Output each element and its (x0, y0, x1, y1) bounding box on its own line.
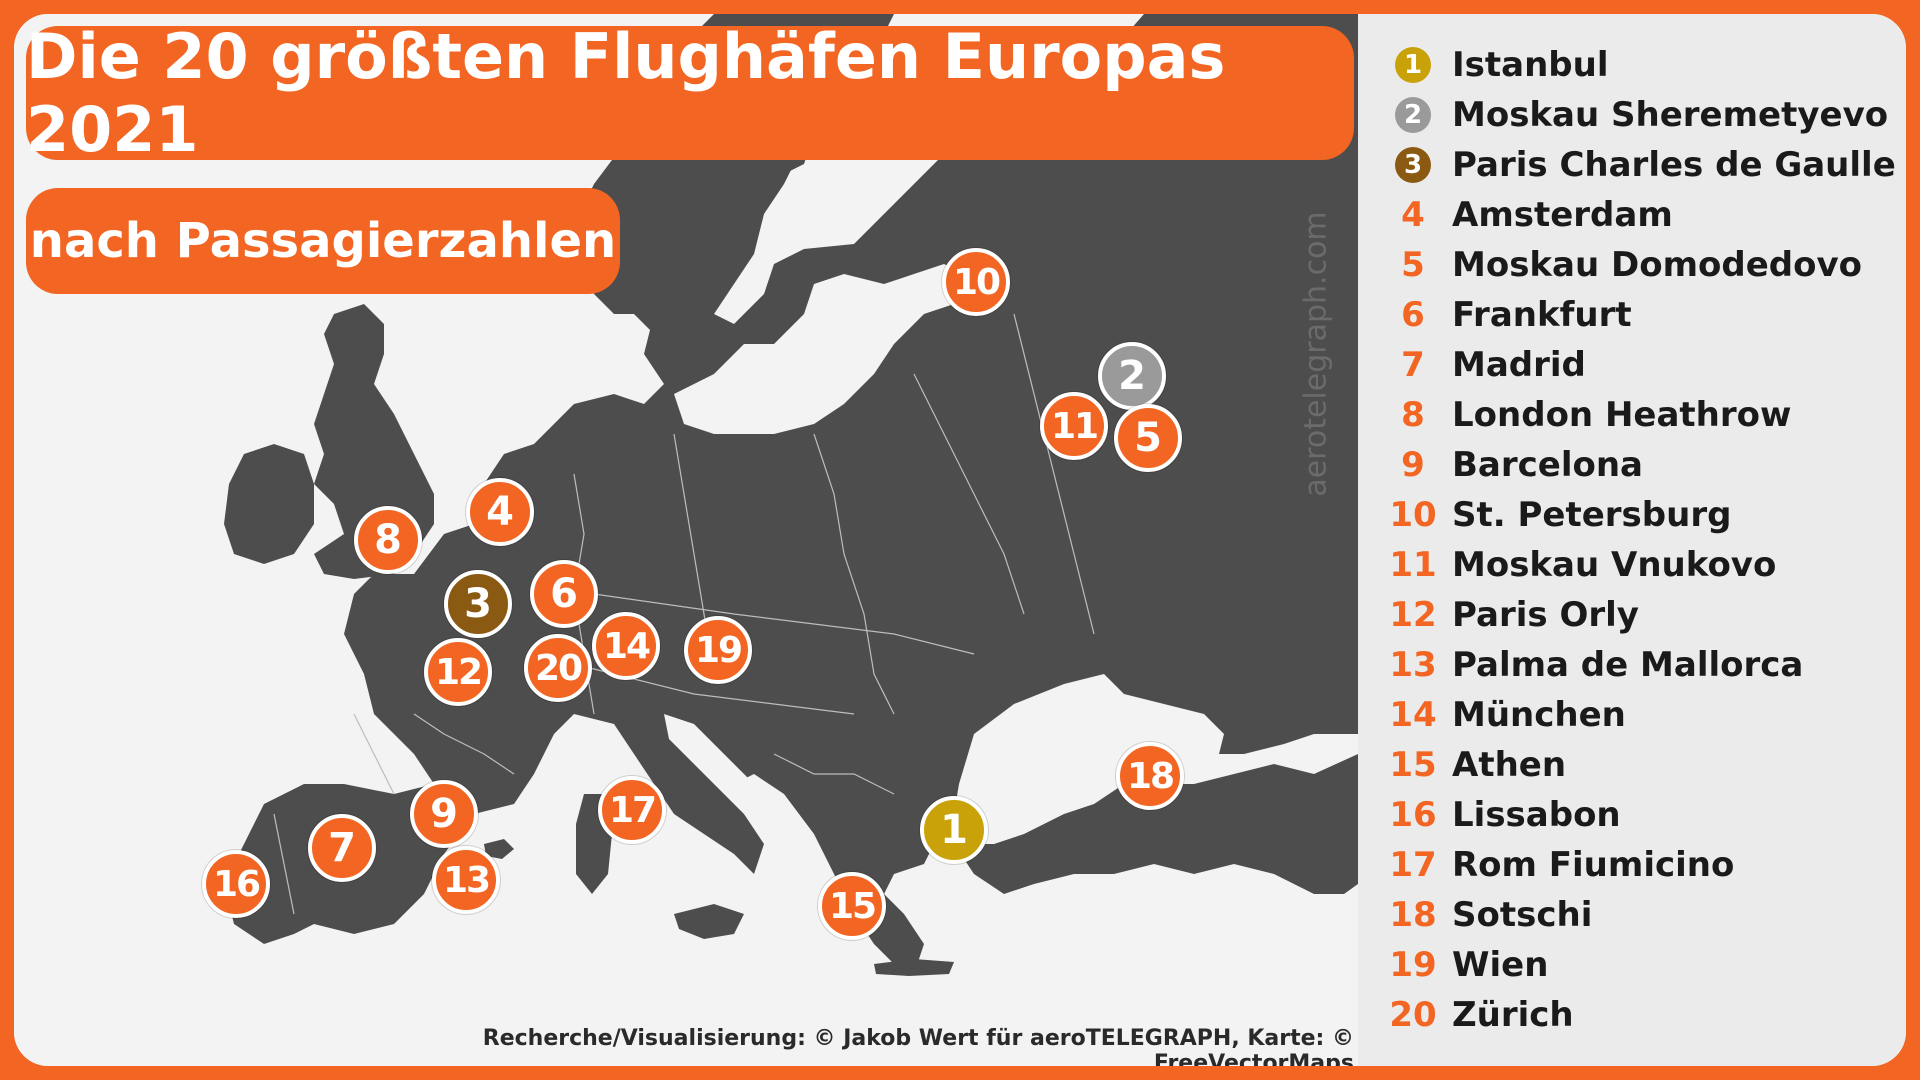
airport-marker-4: 4 (466, 478, 534, 546)
map-panel: Die 20 größten Flughäfen Europas 2021 na… (14, 14, 1358, 1066)
legend-rank: 14 (1389, 695, 1437, 735)
legend-rank: 13 (1389, 645, 1437, 685)
legend-rank: 15 (1389, 745, 1437, 785)
airport-marker-8: 8 (354, 506, 422, 574)
legend-rank: 10 (1389, 495, 1437, 535)
airport-marker-3: 3 (444, 570, 512, 638)
legend-rank: 11 (1389, 545, 1437, 585)
legend-rank: 6 (1401, 295, 1425, 335)
legend-item-11: 11 Moskau Vnukovo (1384, 542, 1776, 588)
legend-airport-name: Moskau Sheremetyevo (1452, 95, 1889, 135)
airport-marker-14: 14 (592, 612, 660, 680)
legend-airport-name: Lissabon (1452, 795, 1621, 835)
mallorca-land (484, 839, 514, 859)
legend-airport-name: Amsterdam (1452, 195, 1673, 235)
legend-airport-name: Paris Orly (1452, 595, 1639, 635)
legend-airport-name: Istanbul (1452, 45, 1609, 85)
airport-marker-16: 16 (202, 850, 270, 918)
legend-item-5: 5 Moskau Domodedovo (1384, 242, 1862, 288)
legend-item-2: 2 Moskau Sheremetyevo (1384, 92, 1888, 138)
legend-item-14: 14 München (1384, 692, 1626, 738)
legend-rank: 3 (1384, 147, 1442, 183)
legend-rank: 19 (1389, 945, 1437, 985)
europe-map (224, 14, 1358, 976)
legend-rank: 18 (1389, 895, 1437, 935)
airport-marker-18: 18 (1116, 742, 1184, 810)
legend-airport-name: Paris Charles de Gaulle (1452, 145, 1896, 185)
legend-item-4: 4 Amsterdam (1384, 192, 1673, 238)
legend-item-18: 18 Sotschi (1384, 892, 1592, 938)
continent-land (224, 14, 1358, 974)
baltic-sea (674, 264, 974, 434)
legend-panel: 1 Istanbul 2 Moskau Sheremetyevo 3 Paris Char… (1358, 14, 1906, 1066)
legend-item-17: 17 Rom Fiumicino (1384, 842, 1734, 888)
legend-airport-name: Frankfurt (1452, 295, 1632, 335)
airport-marker-17: 17 (598, 776, 666, 844)
legend-item-19: 19 Wien (1384, 942, 1548, 988)
legend-item-15: 15 Athen (1384, 742, 1566, 788)
legend-airport-name: London Heathrow (1452, 395, 1792, 435)
adriatic-sea (664, 714, 804, 854)
legend-rank: 5 (1401, 245, 1425, 285)
legend-airport-name: Zürich (1452, 995, 1574, 1035)
legend-airport-name: Rom Fiumicino (1452, 845, 1735, 885)
airport-marker-5: 5 (1114, 404, 1182, 472)
legend-rank: 9 (1401, 445, 1425, 485)
crete-land (874, 959, 954, 976)
legend-rank: 4 (1401, 195, 1425, 235)
legend-item-8: 8 London Heathrow (1384, 392, 1791, 438)
watermark: aerotelegraph.com (1298, 211, 1334, 497)
airport-marker-7: 7 (308, 814, 376, 882)
legend-rank: 8 (1401, 395, 1425, 435)
airport-marker-12: 12 (424, 638, 492, 706)
main-title: Die 20 größten Flughäfen Europas 2021 (26, 20, 1354, 166)
legend-item-9: 9 Barcelona (1384, 442, 1643, 488)
legend-rank: 20 (1389, 995, 1437, 1035)
airport-marker-9: 9 (410, 780, 478, 848)
legend-item-20: 20 Zürich (1384, 992, 1574, 1038)
legend-airport-name: Barcelona (1452, 445, 1644, 485)
credit-line: Recherche/Visualisierung: © Jakob Wert f… (482, 1026, 1354, 1066)
black-sea (954, 674, 1224, 834)
airport-marker-6: 6 (530, 560, 598, 628)
legend-rank: 2 (1384, 97, 1442, 133)
legend-rank: 12 (1389, 595, 1437, 635)
legend-airport-name: Wien (1452, 945, 1549, 985)
legend-airport-name: Athen (1452, 745, 1567, 785)
legend-item-13: 13 Palma de Mallorca (1384, 642, 1803, 688)
subtitle: nach Passagierzahlen (26, 188, 620, 294)
legend-item-1: 1 Istanbul (1384, 42, 1609, 88)
legend-rank: 17 (1389, 845, 1437, 885)
legend-airport-name: Palma de Mallorca (1452, 645, 1804, 685)
airport-marker-1: 1 (920, 796, 988, 864)
airport-marker-15: 15 (818, 872, 886, 940)
legend-rank: 7 (1401, 345, 1425, 385)
legend-airport-name: Sotschi (1452, 895, 1593, 935)
infographic-frame: Die 20 größten Flughäfen Europas 2021 na… (14, 14, 1906, 1066)
legend-airport-name: Moskau Vnukovo (1452, 545, 1777, 585)
airport-marker-10: 10 (942, 248, 1010, 316)
sicily-land (674, 904, 744, 939)
legend-item-6: 6 Frankfurt (1384, 292, 1632, 338)
legend-item-7: 7 Madrid (1384, 342, 1586, 388)
airport-marker-11: 11 (1040, 392, 1108, 460)
legend-item-12: 12 Paris Orly (1384, 592, 1639, 638)
airport-marker-13: 13 (432, 846, 500, 914)
legend-rank: 1 (1384, 47, 1442, 83)
legend-airport-name: Moskau Domodedovo (1452, 245, 1863, 285)
airport-marker-20: 20 (524, 634, 592, 702)
legend-item-16: 16 Lissabon (1384, 792, 1621, 838)
airport-marker-2: 2 (1098, 342, 1166, 410)
airport-marker-19: 19 (684, 616, 752, 684)
legend-airport-name: Madrid (1452, 345, 1586, 385)
legend-item-3: 3 Paris Charles de Gaulle (1384, 142, 1896, 188)
legend-airport-name: München (1452, 695, 1626, 735)
legend-item-10: 10 St. Petersburg (1384, 492, 1731, 538)
legend-airport-name: St. Petersburg (1452, 495, 1732, 535)
legend-rank: 16 (1389, 795, 1437, 835)
ireland-land (224, 444, 314, 564)
